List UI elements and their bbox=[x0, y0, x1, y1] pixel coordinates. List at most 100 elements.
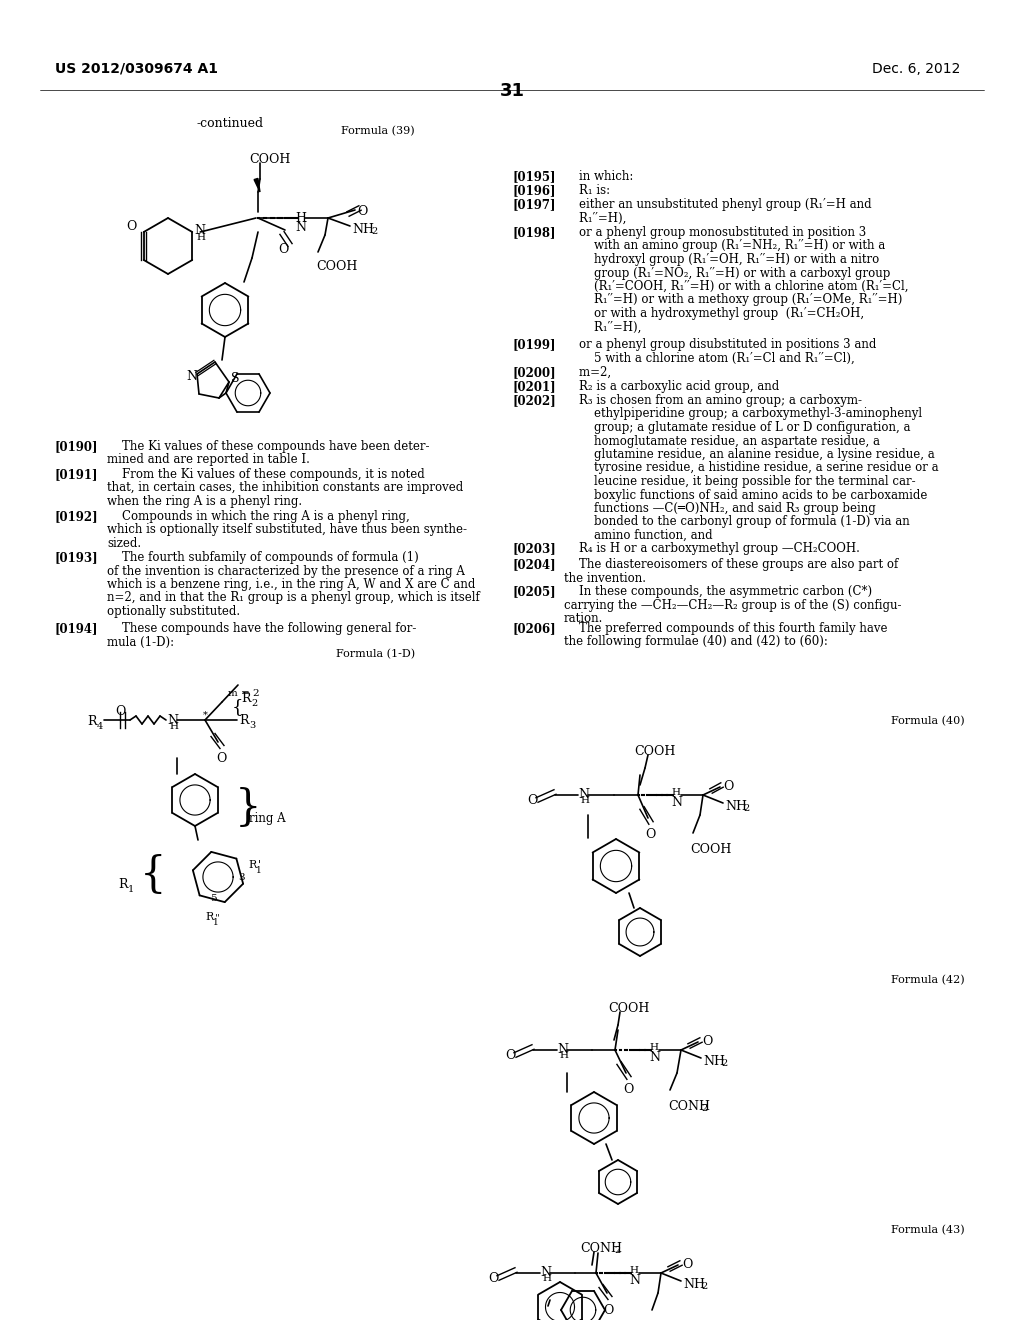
Text: R: R bbox=[239, 714, 249, 727]
Text: mula (1-D):: mula (1-D): bbox=[106, 635, 174, 648]
Text: The fourth subfamily of compounds of formula (1): The fourth subfamily of compounds of for… bbox=[106, 550, 419, 564]
Text: tyrosine residue, a histidine residue, a serine residue or a: tyrosine residue, a histidine residue, a… bbox=[564, 462, 939, 474]
Text: Formula (43): Formula (43) bbox=[891, 1225, 965, 1236]
Text: N: N bbox=[578, 788, 589, 801]
Text: ethylpiperidine group; a carboxymethyl-3-aminophenyl: ethylpiperidine group; a carboxymethyl-3… bbox=[564, 408, 923, 421]
Text: [0191]: [0191] bbox=[55, 469, 98, 480]
Text: ": " bbox=[215, 913, 220, 921]
Text: group; a glutamate residue of L or D configuration, a: group; a glutamate residue of L or D con… bbox=[564, 421, 910, 434]
Text: glutamine residue, an alanine residue, a lysine residue, a: glutamine residue, an alanine residue, a… bbox=[564, 447, 935, 461]
Text: O: O bbox=[702, 1035, 713, 1048]
Text: [0194]: [0194] bbox=[55, 622, 98, 635]
Text: O: O bbox=[527, 795, 538, 807]
Text: O: O bbox=[115, 705, 125, 718]
Text: [0201]: [0201] bbox=[512, 380, 556, 393]
Text: O: O bbox=[216, 752, 226, 766]
Text: 2: 2 bbox=[743, 804, 750, 813]
Text: O: O bbox=[357, 205, 368, 218]
Text: O: O bbox=[682, 1258, 692, 1271]
Text: [0197]: [0197] bbox=[512, 198, 555, 211]
Text: R: R bbox=[118, 878, 128, 891]
Text: [0206]: [0206] bbox=[512, 622, 556, 635]
Text: R: R bbox=[87, 715, 96, 729]
Text: the invention.: the invention. bbox=[564, 572, 646, 585]
Text: NH: NH bbox=[683, 1278, 705, 1291]
Text: [0199]: [0199] bbox=[512, 338, 555, 351]
Text: O: O bbox=[603, 1304, 613, 1317]
Text: The diastereoisomers of these groups are also part of: The diastereoisomers of these groups are… bbox=[564, 558, 898, 572]
Text: m=2,: m=2, bbox=[564, 366, 611, 379]
Text: R₂ is a carboxylic acid group, and: R₂ is a carboxylic acid group, and bbox=[564, 380, 779, 393]
Text: 1: 1 bbox=[128, 884, 134, 894]
Text: The preferred compounds of this fourth family have: The preferred compounds of this fourth f… bbox=[564, 622, 888, 635]
Text: with an amino group (R₁′=NH₂, R₁′′=H) or with a: with an amino group (R₁′=NH₂, R₁′′=H) or… bbox=[564, 239, 886, 252]
Text: amino function, and: amino function, and bbox=[564, 529, 713, 543]
Text: [0204]: [0204] bbox=[512, 558, 556, 572]
Text: NH: NH bbox=[703, 1055, 725, 1068]
Text: or with a hydroxymethyl group  (R₁′=CH₂OH,: or with a hydroxymethyl group (R₁′=CH₂OH… bbox=[564, 308, 864, 319]
Text: Formula (1-D): Formula (1-D) bbox=[336, 649, 415, 659]
Text: The Ki values of these compounds have been deter-: The Ki values of these compounds have be… bbox=[106, 440, 429, 453]
Text: Formula (39): Formula (39) bbox=[341, 125, 415, 136]
Text: 4: 4 bbox=[97, 722, 103, 731]
Text: 1: 1 bbox=[213, 917, 219, 927]
Text: H: H bbox=[197, 234, 205, 242]
Text: COOH: COOH bbox=[690, 843, 731, 855]
Text: N: N bbox=[186, 370, 197, 383]
Text: N: N bbox=[671, 796, 682, 809]
Text: N: N bbox=[195, 224, 205, 238]
Text: functions —C(═O)NH₂, and said R₃ group being: functions —C(═O)NH₂, and said R₃ group b… bbox=[564, 502, 876, 515]
Text: H: H bbox=[629, 1266, 638, 1275]
Text: H: H bbox=[671, 788, 680, 797]
Text: COOH: COOH bbox=[316, 260, 357, 273]
Text: O: O bbox=[126, 220, 136, 234]
Text: Compounds in which the ring A is a phenyl ring,: Compounds in which the ring A is a pheny… bbox=[106, 510, 410, 523]
Text: *: * bbox=[203, 711, 208, 719]
Text: [0196]: [0196] bbox=[512, 183, 555, 197]
Text: R: R bbox=[248, 861, 256, 870]
Text: H: H bbox=[169, 722, 178, 731]
Text: }: } bbox=[234, 787, 261, 829]
Text: [0205]: [0205] bbox=[512, 585, 556, 598]
Text: 2: 2 bbox=[721, 1059, 727, 1068]
Text: 2: 2 bbox=[701, 1104, 708, 1113]
Text: R₄ is H or a carboxymethyl group —CH₂COOH.: R₄ is H or a carboxymethyl group —CH₂COO… bbox=[564, 543, 860, 554]
Text: [0190]: [0190] bbox=[55, 440, 98, 453]
Text: H: H bbox=[295, 213, 306, 224]
Polygon shape bbox=[254, 178, 260, 191]
Text: N: N bbox=[557, 1043, 568, 1056]
Text: optionally substituted.: optionally substituted. bbox=[106, 605, 240, 618]
Text: 5 with a chlorine atom (R₁′=Cl and R₁′′=Cl),: 5 with a chlorine atom (R₁′=Cl and R₁′′=… bbox=[564, 351, 855, 364]
Text: boxylic functions of said amino acids to be carboxamide: boxylic functions of said amino acids to… bbox=[564, 488, 928, 502]
Text: ring A: ring A bbox=[249, 812, 286, 825]
Text: which is a benzene ring, i.e., in the ring A, W and X are C and: which is a benzene ring, i.e., in the ri… bbox=[106, 578, 475, 591]
Text: These compounds have the following general for-: These compounds have the following gener… bbox=[106, 622, 417, 635]
Text: hydroxyl group (R₁′=OH, R₁′′=H) or with a nitro: hydroxyl group (R₁′=OH, R₁′′=H) or with … bbox=[564, 253, 880, 267]
Text: [0198]: [0198] bbox=[512, 226, 555, 239]
Text: [0203]: [0203] bbox=[512, 543, 556, 554]
Text: In these compounds, the asymmetric carbon (C*): In these compounds, the asymmetric carbo… bbox=[564, 585, 872, 598]
Text: S: S bbox=[231, 372, 240, 385]
Text: when the ring A is a phenyl ring.: when the ring A is a phenyl ring. bbox=[106, 495, 302, 508]
Text: [0192]: [0192] bbox=[55, 510, 98, 523]
Text: R: R bbox=[205, 912, 213, 921]
Text: ': ' bbox=[258, 861, 261, 870]
Text: COOH: COOH bbox=[249, 153, 291, 166]
Text: 3: 3 bbox=[249, 721, 255, 730]
Text: bonded to the carbonyl group of formula (1-D) via an: bonded to the carbonyl group of formula … bbox=[564, 516, 909, 528]
Text: 5: 5 bbox=[210, 894, 217, 903]
Text: carrying the —CH₂—CH₂—R₂ group is of the (S) configu-: carrying the —CH₂—CH₂—R₂ group is of the… bbox=[564, 598, 901, 611]
Text: COOH: COOH bbox=[634, 744, 676, 758]
Text: or a phenyl group monosubstituted in position 3: or a phenyl group monosubstituted in pos… bbox=[564, 226, 866, 239]
Text: COOH: COOH bbox=[608, 1002, 649, 1015]
Text: N: N bbox=[167, 714, 178, 727]
Text: n=2, and in that the R₁ group is a phenyl group, which is itself: n=2, and in that the R₁ group is a pheny… bbox=[106, 591, 480, 605]
Text: in which:: in which: bbox=[564, 170, 634, 183]
Text: O: O bbox=[488, 1272, 499, 1284]
Text: ration.: ration. bbox=[564, 612, 603, 624]
Text: group (R₁′=NO₂, R₁′′=H) or with a carboxyl group: group (R₁′=NO₂, R₁′′=H) or with a carbox… bbox=[564, 267, 891, 280]
Text: Dec. 6, 2012: Dec. 6, 2012 bbox=[872, 62, 961, 77]
Text: R₃ is chosen from an amino group; a carboxym-: R₃ is chosen from an amino group; a carb… bbox=[564, 393, 862, 407]
Text: [0195]: [0195] bbox=[512, 170, 555, 183]
Text: NH: NH bbox=[725, 800, 746, 813]
